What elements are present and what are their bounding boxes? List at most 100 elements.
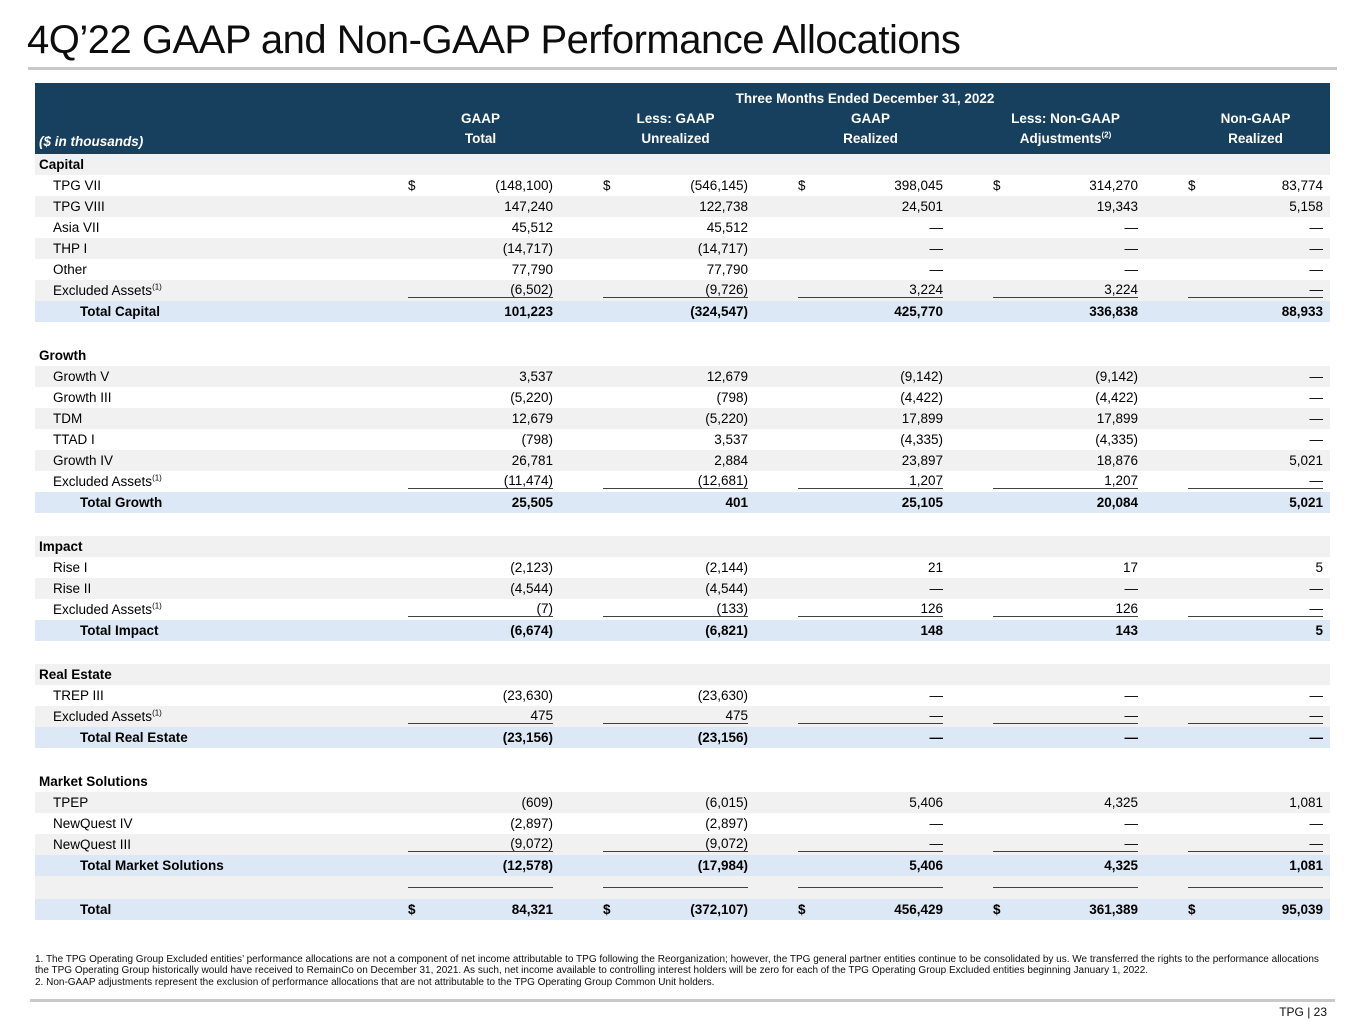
value-cell: — (1180, 836, 1330, 853)
value-cell: (9,142) (1095, 368, 1138, 384)
row-label: Growth III (53, 389, 112, 405)
dollar-sign: $ (1188, 901, 1196, 917)
value-cell: 143 (1115, 622, 1138, 638)
row-label: Excluded Assets(1) (53, 473, 162, 489)
table-row: TDM 12,679 (5,220) 17,899 17,899 — (35, 407, 1330, 429)
value-cell: 25,505 (511, 494, 553, 510)
value-cell: (4,335) (900, 431, 943, 447)
table-row: Impact (35, 535, 1330, 557)
row-label: TTAD I (53, 431, 95, 447)
value-cell: — (929, 687, 944, 703)
value-cell: — (1124, 729, 1139, 745)
period-header-row: Three Months Ended December 31, 2022 (35, 88, 1330, 109)
dollar-sign: $ (993, 901, 1001, 917)
value-cell: 4,325 (1104, 857, 1138, 873)
row-label: Excluded Assets(1) (53, 601, 162, 617)
value-cell: (23,156) (697, 729, 748, 745)
value-cell: $314,270 (993, 177, 1138, 193)
spacer-row (35, 321, 1330, 345)
table-row: Total Growth 25,505 401 25,105 20,084 5,021 (35, 491, 1330, 513)
value-cell: 126 (985, 601, 1180, 618)
value-cell: (4,544) (510, 580, 553, 596)
value-cell: (798) (716, 389, 748, 405)
column-header-row: ($ in thousands) GAAP Total Less: GAAP Unre… (35, 109, 1330, 154)
value-cell: — (929, 729, 944, 745)
table-row: Growth (35, 344, 1330, 366)
value-cell: 12,679 (706, 368, 748, 384)
value-cell: 3,224 (790, 282, 985, 299)
value-cell: — (1124, 687, 1139, 703)
value-cell: (133) (595, 601, 790, 618)
column-header: Less: Non-GAAP Adjustments(2) (1011, 110, 1120, 146)
value-cell: 5,406 (909, 794, 943, 810)
value-cell: 20,084 (1096, 494, 1138, 510)
value-cell: 5 (1315, 559, 1323, 575)
value-cell (1180, 886, 1330, 888)
value-cell: — (1180, 282, 1330, 299)
value-cell: 45,512 (706, 219, 748, 235)
value-cell: (23,630) (502, 687, 553, 703)
value-cell: (9,072) (400, 836, 595, 853)
table-row: THP I (14,717) (14,717) — — — (35, 237, 1330, 259)
value-cell: (12,681) (595, 473, 790, 490)
value-cell: 17,899 (1096, 410, 1138, 426)
value-cell: (798) (521, 431, 553, 447)
value-cell: — (1124, 580, 1139, 596)
row-label: TPG VIII (53, 198, 105, 214)
value-cell: $456,429 (798, 901, 943, 917)
table-row: Total Impact (6,674) (6,821) 148 143 5 (35, 619, 1330, 641)
row-label: Total (80, 901, 112, 917)
dollar-sign: $ (603, 901, 611, 917)
column-header: Less: GAAP Unrealized (636, 110, 715, 146)
value-cell: — (929, 580, 944, 596)
value-cell: (6,015) (705, 794, 748, 810)
value-cell: 45,512 (511, 219, 553, 235)
value-cell: 3,537 (714, 431, 748, 447)
value-cell: — (1124, 815, 1139, 831)
value-cell: 425,770 (894, 303, 943, 319)
value-cell: — (929, 261, 944, 277)
value-cell: 1,207 (985, 473, 1180, 490)
column-header: GAAP Total (460, 110, 500, 146)
row-label: Impact (39, 538, 83, 554)
table-row: Total Market Solutions (12,578) (17,984) 5,… (35, 854, 1330, 876)
value-cell: — (1124, 240, 1139, 256)
value-cell: (7) (400, 601, 595, 618)
value-cell: (324,547) (690, 303, 748, 319)
value-cell: (4,335) (1095, 431, 1138, 447)
row-label: Total Market Solutions (80, 857, 224, 873)
value-cell (790, 886, 985, 888)
value-cell: (4,422) (900, 389, 943, 405)
value-cell: 475 (400, 708, 595, 725)
value-cell: — (790, 708, 985, 725)
value-cell: 5,158 (1289, 198, 1323, 214)
dollar-sign: $ (1188, 177, 1196, 193)
value-cell: 5,406 (909, 857, 943, 873)
units-note: ($ in thousands) (39, 133, 144, 149)
value-cell: 12,679 (511, 410, 553, 426)
value-cell: — (1309, 815, 1324, 831)
table-row: Growth V 3,537 12,679 (9,142) (9,142) — (35, 365, 1330, 387)
value-cell: — (1309, 368, 1324, 384)
table-row: TTAD I (798) 3,537 (4,335) (4,335) — (35, 428, 1330, 450)
table-row: Total $84,321 $ (372,107) $456,429 $361,389 $9… (35, 898, 1330, 920)
table-row: Total Real Estate (23,156) (23,156) — — — (35, 726, 1330, 748)
value-cell: 4,325 (1104, 794, 1138, 810)
spacer-row (35, 747, 1330, 771)
value-cell: $83,774 (1188, 177, 1323, 193)
table-row: Real Estate (35, 663, 1330, 685)
value-cell: 88,933 (1281, 303, 1323, 319)
period-header: Three Months Ended December 31, 2022 (735, 90, 995, 106)
table-row: Excluded Assets(1) (7) (133) 126 126— (35, 598, 1330, 620)
row-label: Excluded Assets(1) (53, 282, 162, 298)
value-cell: (5,220) (705, 410, 748, 426)
value-cell: 5,021 (1289, 452, 1323, 468)
spacer-row (35, 875, 1330, 899)
dollar-sign: $ (798, 901, 806, 917)
value-cell: — (1309, 389, 1324, 405)
value-cell: 17,899 (901, 410, 943, 426)
table-row: Excluded Assets(1) 475 475— — — (35, 705, 1330, 727)
value-cell: (23,630) (697, 687, 748, 703)
value-cell: $361,389 (993, 901, 1138, 917)
